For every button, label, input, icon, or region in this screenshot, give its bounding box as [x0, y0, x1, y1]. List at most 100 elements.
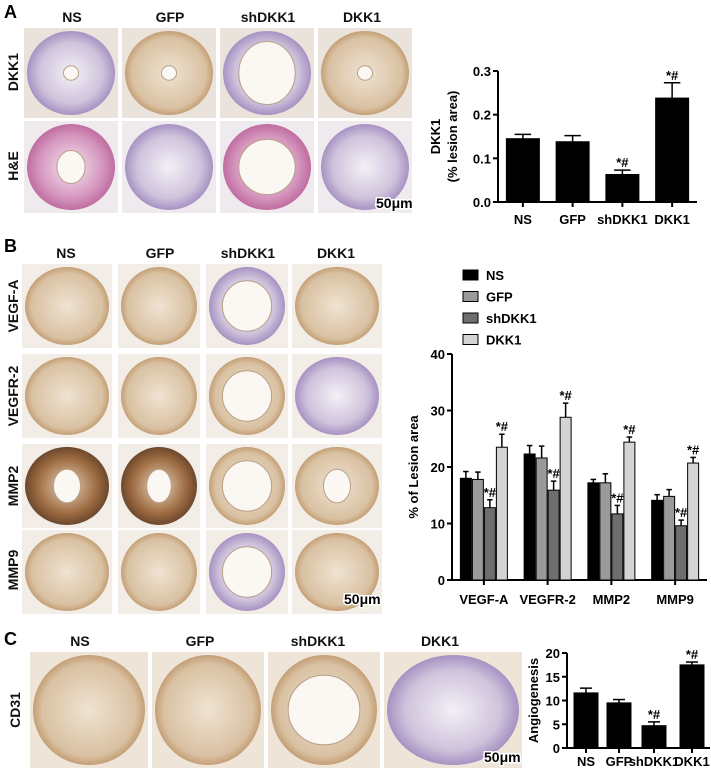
significance-mark: *# [648, 707, 661, 722]
vessel-section [25, 357, 109, 435]
vessel-lumen [356, 65, 374, 81]
bar [495, 446, 508, 581]
y-tick-label: 10 [546, 694, 560, 709]
vessel-lumen [160, 65, 178, 81]
significance-mark: *# [616, 155, 629, 170]
y-tick-label: 20 [431, 460, 445, 475]
micrograph [24, 28, 118, 118]
bar [559, 416, 572, 581]
y-tick-label: 0 [438, 573, 445, 588]
bar [471, 478, 484, 581]
bar [605, 173, 640, 203]
bar [679, 664, 705, 749]
legend-swatch [462, 269, 479, 281]
bar [523, 453, 536, 581]
bar [587, 482, 600, 581]
micrograph [206, 354, 288, 438]
y-tick-label: 40 [431, 347, 445, 362]
chart-panel-b: 0 10 20 30 40 % of Lesion area *# *# VEGF-A *# *# V… [406, 268, 707, 607]
vessel-lumen [287, 674, 361, 746]
significance-mark: *# [559, 388, 572, 403]
row-label: CD31 [7, 692, 23, 728]
legend-swatch [462, 334, 479, 345]
vessel-lumen [323, 468, 351, 504]
bar [599, 482, 612, 581]
y-tick-label: 15 [546, 670, 560, 685]
row-label: MMP9 [5, 550, 21, 591]
micrograph-tiles [22, 28, 522, 768]
micrograph [268, 652, 380, 768]
vessel-lumen [221, 460, 273, 512]
x-tick-label: MMP9 [656, 592, 694, 607]
micrograph [118, 444, 200, 528]
row-label: VEGFR-2 [5, 365, 21, 426]
x-tick-label: VEGFR-2 [519, 592, 575, 607]
bar [483, 507, 496, 581]
vessel-section [33, 655, 145, 765]
col-label: GFP [146, 245, 175, 261]
y-axis-label: (% lesion area) [445, 91, 460, 183]
col-label: shDKK1 [291, 633, 346, 649]
vessel-lumen [221, 370, 273, 422]
row-label: H&E [5, 151, 21, 181]
vessel-lumen [62, 65, 80, 81]
y-tick-label: 0.3 [473, 64, 491, 79]
significance-mark: *# [686, 647, 699, 662]
micrograph [206, 530, 288, 614]
micrograph [22, 530, 112, 614]
micrograph [152, 652, 264, 768]
micrograph [206, 444, 288, 528]
bar [547, 489, 560, 581]
bar [611, 513, 624, 581]
vessel-section [295, 533, 379, 611]
significance-mark: *# [496, 419, 509, 434]
bar [641, 725, 667, 749]
bar [687, 462, 700, 581]
significance-mark: *# [687, 442, 700, 457]
micrograph [118, 264, 200, 348]
col-label: shDKK1 [221, 245, 276, 261]
vessel-lumen [238, 41, 296, 105]
micrograph [22, 444, 112, 528]
bar [651, 499, 664, 581]
legend-swatch [462, 312, 479, 324]
legend-label: DKK1 [486, 333, 521, 348]
col-label: DKK1 [317, 245, 355, 261]
panel-b-labels: NS GFP shDKK1 DKK1 VEGF-A VEGFR-2 MMP2 M… [5, 245, 382, 609]
micrograph [24, 121, 118, 213]
col-label: DKK1 [421, 633, 459, 649]
vessel-lumen [56, 149, 86, 185]
micrograph [318, 28, 412, 118]
y-axis-label: Angiogenesis [526, 658, 541, 743]
panel-c-labels: NS GFP shDKK1 DKK1 CD31 50μm [7, 633, 522, 767]
micrograph [292, 264, 382, 348]
y-tick-label: 0.0 [473, 195, 491, 210]
bar [655, 97, 690, 203]
row-label: VEGF-A [5, 280, 21, 333]
micrograph [118, 530, 200, 614]
micrograph [220, 28, 314, 118]
y-tick-label: 20 [546, 646, 560, 661]
vessel-section [121, 533, 197, 611]
bar [535, 457, 548, 581]
x-tick-label: GFP [559, 212, 586, 227]
micrograph [384, 652, 522, 768]
panel-letter-a: A [4, 2, 17, 22]
col-label: DKK1 [343, 9, 381, 25]
vessel-lumen [221, 280, 273, 332]
legend-label: GFP [486, 290, 513, 305]
row-label: DKK1 [5, 53, 21, 91]
panel-a-labels: NS GFP shDKK1 DKK1 DKK1 H&E 50μm [5, 9, 414, 213]
bar [675, 525, 688, 581]
significance-mark: *# [547, 466, 560, 481]
x-tick-label: DKK1 [674, 754, 709, 769]
x-tick-label: VEGF-A [459, 592, 509, 607]
micrograph [122, 121, 216, 213]
bar [623, 441, 636, 581]
legend-label: NS [486, 268, 504, 283]
legend: NS GFP shDKK1 DKK1 [462, 268, 537, 348]
micrograph [118, 354, 200, 438]
panel-letter-c: C [4, 629, 17, 649]
